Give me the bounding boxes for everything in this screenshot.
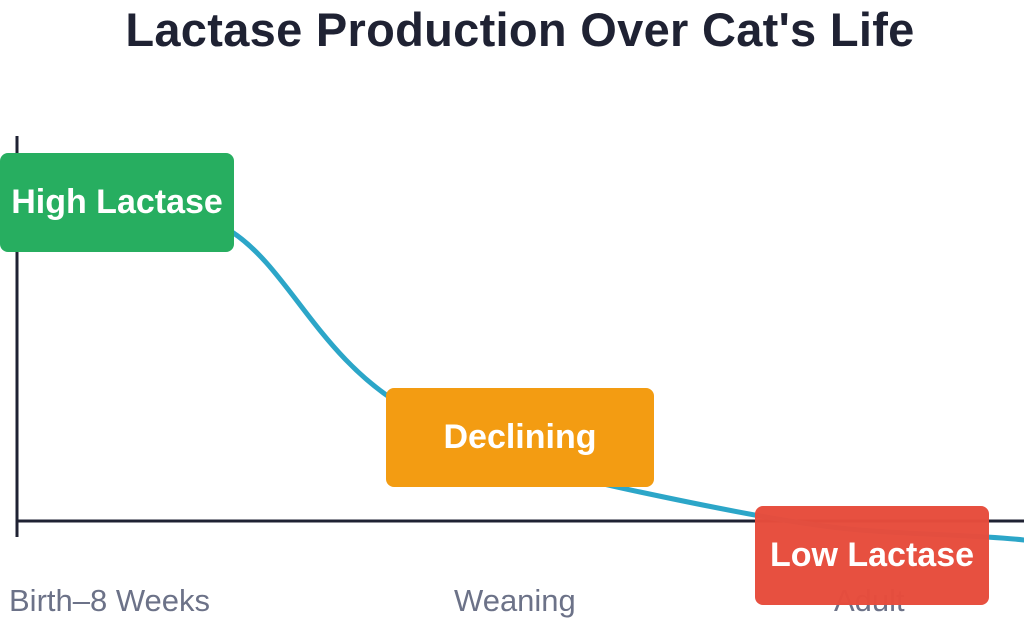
diagram-title: Lactase Production Over Cat's Life (125, 3, 915, 56)
stage-box-high-lactase: High Lactase (0, 153, 234, 252)
stage-label-declining: Declining (443, 418, 597, 456)
x-label-birth: Birth–8 Weeks (9, 583, 211, 618)
stage-label-low-lactase: Low Lactase (769, 536, 975, 574)
stage-label-high-lactase: High Lactase (11, 183, 223, 221)
x-label-weaning: Weaning (454, 583, 576, 618)
stage-box-declining: Declining (386, 388, 654, 487)
lactase-curve (229, 229, 1024, 543)
stage-box-low-lactase: Low Lactase (755, 506, 989, 605)
